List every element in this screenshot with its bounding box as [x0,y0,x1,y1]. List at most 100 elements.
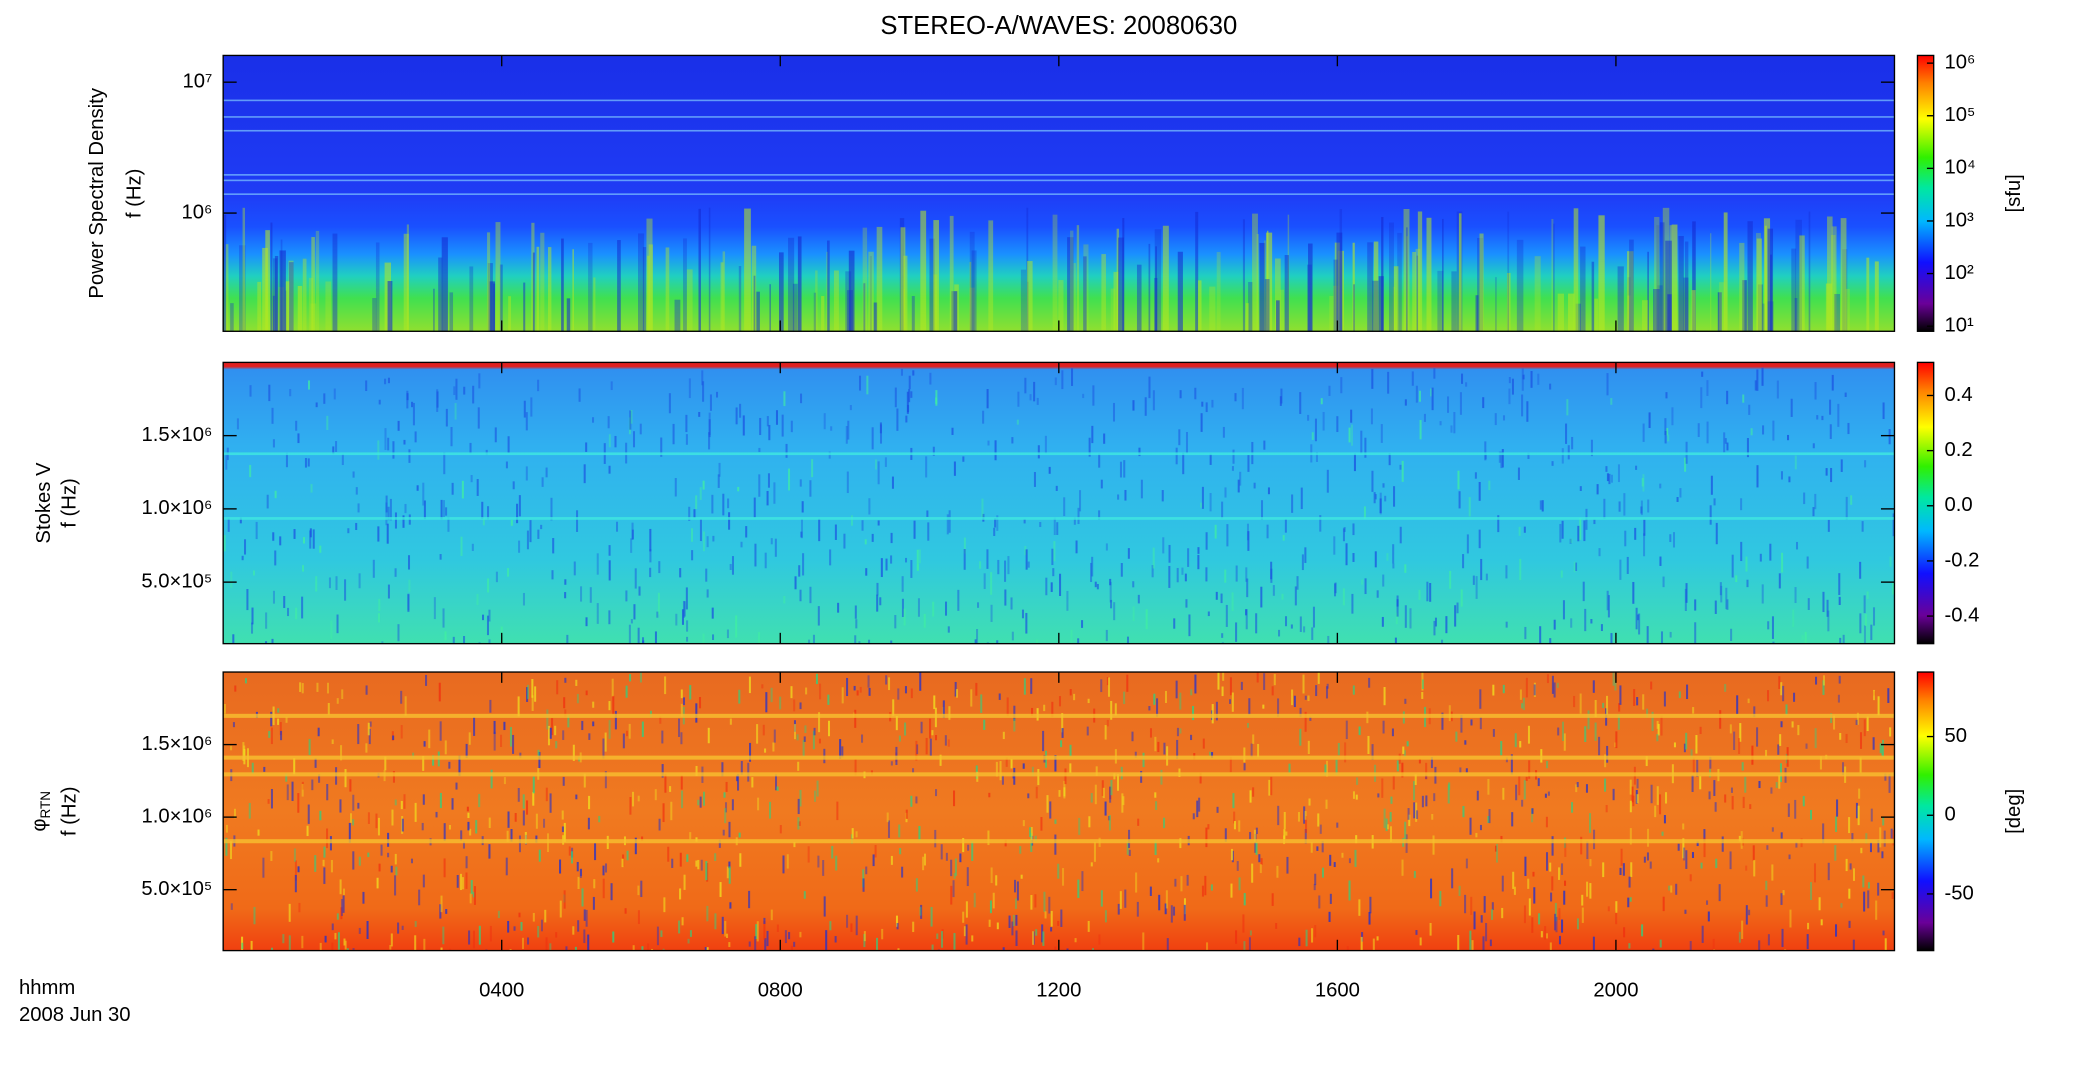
texture [1604,778,1607,792]
texture [854,635,857,644]
texture [1659,794,1662,815]
texture [564,677,567,683]
texture [1606,373,1609,396]
texture [1058,696,1062,707]
texture [1399,526,1402,544]
texture [915,878,918,892]
texture [1889,556,1892,567]
texture [568,846,571,856]
texture [1291,494,1294,513]
texture [1401,762,1404,778]
texture [937,949,940,951]
texture [1656,720,1659,729]
texture [460,830,463,841]
texture [721,762,724,777]
texture [915,740,918,761]
texture [1558,935,1561,945]
texture [726,629,729,639]
texture [705,861,708,881]
texture [1487,816,1490,823]
texture [686,620,689,632]
texture [1738,931,1741,943]
texture [638,586,641,596]
texture [526,684,529,699]
texture [489,281,495,332]
texture [1534,256,1541,332]
texture [774,774,778,791]
texture [422,874,425,888]
texture [253,906,256,925]
texture [1518,776,1521,796]
texture [739,403,742,418]
texture [809,480,812,497]
texture [336,614,339,634]
texture [1399,464,1402,470]
texture [1495,277,1497,332]
texture [1845,733,1848,743]
texture [1628,876,1631,888]
texture [1016,419,1019,425]
texture [1782,685,1785,702]
texture [1479,824,1482,831]
texture [1039,522,1042,528]
texture [735,407,738,425]
texture [503,721,506,731]
texture [1126,674,1129,692]
texture [1264,240,1266,332]
texture [728,821,731,838]
texture [701,370,704,386]
texture [1222,672,1225,681]
texture [1046,795,1049,813]
texture [1055,485,1058,491]
texture [859,686,862,693]
texture [465,872,468,889]
texture [1060,909,1063,927]
texture [565,946,568,951]
texture [1469,817,1472,835]
texture [679,888,682,900]
texture [1020,269,1027,332]
texture [947,626,950,633]
texture [517,696,520,717]
texture [1837,403,1840,427]
texture [473,717,476,736]
texture [728,866,731,884]
texture [969,287,975,332]
texture [362,891,365,904]
texture [1594,298,1599,332]
texture [593,277,596,332]
texture [1259,242,1266,332]
texture [901,866,904,878]
texture [758,447,761,453]
texture [1307,414,1310,421]
texture [1807,598,1810,610]
texture [1782,890,1785,896]
texture [1303,806,1306,824]
texture [608,465,611,474]
texture [1508,388,1511,405]
texture [1692,707,1695,714]
texture [1198,280,1202,332]
texture [763,920,766,940]
texture [573,561,576,576]
texture [1646,852,1649,861]
texture [1890,828,1893,839]
texture [1731,554,1734,578]
texture [1887,688,1890,703]
texture [1107,677,1111,697]
texture [367,812,370,824]
texture [408,449,411,463]
texture [1464,894,1467,914]
texture [1788,476,1791,483]
texture [1522,697,1525,711]
texture [1724,438,1727,444]
colorbar-tick-label: 10⁵ [1945,104,1976,126]
texture [686,854,689,862]
texture [1050,910,1053,927]
texture [531,679,534,698]
texture [1342,588,1345,606]
texture [861,520,864,531]
texture [564,592,567,599]
texture [1849,863,1852,870]
texture [941,931,944,948]
